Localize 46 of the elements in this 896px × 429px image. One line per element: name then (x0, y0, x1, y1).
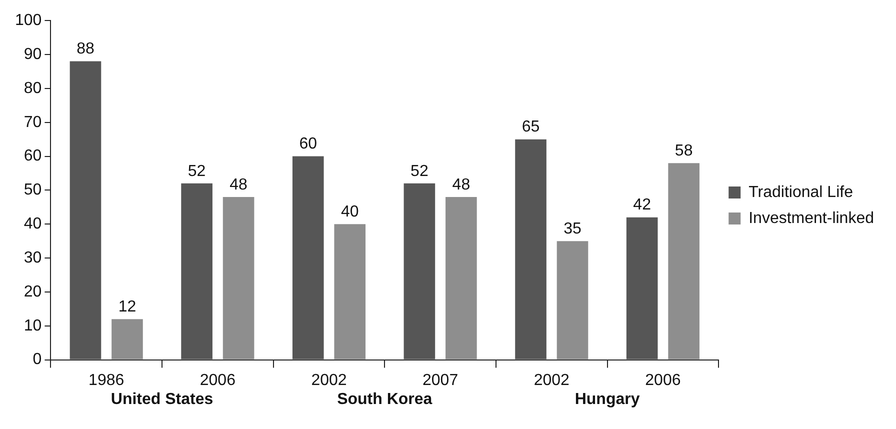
legend-label: Traditional Life (748, 184, 854, 201)
y-tick-label: 80 (24, 80, 42, 97)
y-tick-label: 100 (14, 12, 42, 30)
data-label: 35 (564, 220, 582, 238)
x-tick-label: 2007 (422, 372, 458, 389)
y-tick-label: 20 (24, 283, 42, 300)
bar (626, 217, 658, 360)
text: United States (110, 391, 214, 408)
data-label: 12 (118, 298, 136, 316)
bar (222, 196, 254, 360)
bar (292, 156, 324, 360)
bar (515, 139, 546, 360)
data-label: 60 (299, 136, 318, 153)
data-label: 40 (340, 204, 359, 221)
data-label: 42 (633, 196, 652, 214)
y-tick-label: 50 (24, 182, 42, 199)
data-label: 88 (76, 40, 94, 58)
legend-label: Investment-linked (748, 210, 874, 227)
data-label: 52 (188, 162, 206, 180)
bar (181, 183, 212, 360)
y-tick-label: 40 (24, 216, 42, 233)
y-tick-label: 30 (24, 249, 42, 266)
y-tick-label: 90 (24, 46, 42, 63)
text: Hungary (574, 391, 640, 408)
bar (334, 224, 366, 360)
y-tick-label: 0 (32, 351, 42, 368)
x-tick-label: 2006 (645, 372, 681, 389)
x-tick-label: 2002 (534, 372, 570, 389)
bar (446, 196, 477, 360)
data-label: 52 (410, 162, 428, 180)
text: South Korea (337, 391, 432, 408)
y-tick-label: 10 (24, 317, 42, 334)
bar (668, 163, 700, 360)
x-tick-label: 1986 (88, 372, 124, 389)
data-label: 48 (230, 176, 248, 194)
data-label: 48 (452, 176, 470, 194)
data-label: 58 (674, 142, 693, 160)
data-label: 65 (522, 118, 540, 136)
x-tick-label: 2006 (200, 372, 236, 389)
x-tick-label: 2002 (311, 372, 347, 389)
bar (556, 241, 588, 360)
bar (404, 183, 436, 360)
bar (112, 319, 143, 360)
bar (70, 61, 102, 360)
y-tick-label: 70 (24, 114, 42, 131)
y-tick-label: 60 (24, 148, 42, 165)
